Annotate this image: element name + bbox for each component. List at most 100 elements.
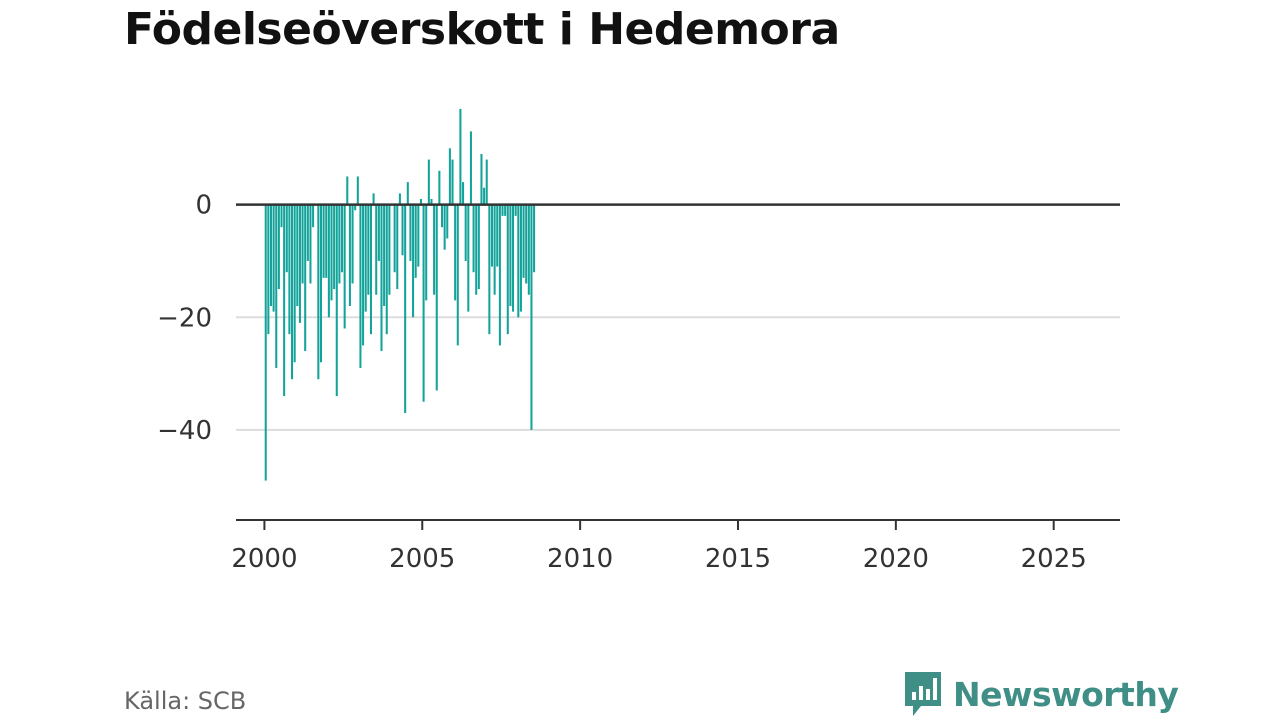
x-tick-label: 2020 (863, 544, 929, 574)
bar (530, 204, 533, 430)
bar (330, 204, 333, 301)
bar (341, 204, 344, 273)
bar (362, 204, 365, 346)
bar (440, 204, 444, 228)
bar (488, 204, 491, 335)
bar (443, 204, 446, 250)
bar (372, 193, 375, 205)
bar (527, 204, 530, 295)
bar (367, 204, 370, 295)
bar (467, 204, 470, 312)
bar (406, 182, 409, 205)
bar (498, 204, 501, 346)
bar (472, 204, 475, 273)
source-note: Källa: SCB (124, 687, 247, 715)
bar (485, 159, 488, 205)
bar (493, 204, 496, 295)
bar (312, 204, 315, 228)
bar (283, 204, 286, 397)
y-tick-label: 0 (195, 191, 212, 221)
brand-logo: Newsworthy (903, 670, 1179, 718)
bar (512, 204, 515, 312)
bar (333, 204, 336, 290)
bar (356, 176, 359, 205)
bar (298, 204, 301, 323)
bar (425, 204, 428, 301)
bar (285, 204, 288, 273)
bar (517, 204, 520, 318)
bar (459, 108, 462, 205)
bar (319, 204, 322, 363)
bar (419, 199, 422, 205)
bar (272, 204, 275, 312)
bar (477, 204, 480, 290)
bar (343, 204, 346, 329)
bar (451, 159, 454, 205)
bar (533, 204, 536, 273)
bar (506, 204, 509, 335)
bar (501, 204, 504, 216)
bar (422, 204, 425, 402)
bar (317, 204, 320, 380)
bar (306, 204, 309, 261)
bar (433, 204, 436, 295)
bar (519, 204, 522, 312)
bar (364, 204, 367, 312)
bar (475, 204, 478, 295)
bar (438, 170, 441, 205)
bar (264, 204, 267, 481)
bar (369, 204, 372, 335)
chart-title: Födelseöverskott i Hedemora (124, 4, 840, 55)
bar (322, 204, 325, 278)
bar (335, 204, 338, 397)
x-tick-label: 2000 (231, 544, 297, 574)
bar (414, 204, 417, 278)
bar (446, 204, 449, 239)
bar (296, 204, 299, 306)
bar (514, 204, 517, 216)
bar (430, 199, 433, 205)
bar (401, 204, 404, 256)
bar (359, 204, 362, 368)
x-tick-label: 2010 (547, 544, 613, 574)
bar (269, 204, 273, 306)
bar (464, 204, 467, 261)
bar (275, 204, 278, 368)
bar (396, 204, 399, 290)
bar (377, 204, 380, 261)
bar (509, 204, 512, 306)
bar (301, 204, 304, 284)
bar (346, 176, 349, 205)
bar (409, 204, 412, 261)
bar (483, 187, 486, 205)
bar (496, 204, 499, 267)
bar (388, 204, 391, 295)
bar (267, 204, 270, 335)
bar (469, 131, 472, 205)
axes (236, 203, 1120, 530)
bar (277, 204, 280, 290)
y-tick-label: −40 (157, 416, 212, 446)
bar (383, 204, 386, 306)
x-tick-label: 2005 (389, 544, 455, 574)
bar (435, 204, 438, 391)
bar (427, 159, 430, 205)
bar (412, 204, 415, 318)
bar (504, 204, 507, 216)
tick-labels: 0 −20 −40 2000 2005 2010 2015 2020 2025 (157, 191, 1087, 574)
bar (480, 153, 483, 205)
bar (325, 204, 328, 278)
bar (393, 204, 396, 273)
bar (398, 193, 401, 205)
bar (304, 204, 307, 352)
bar (525, 204, 528, 284)
bar (338, 204, 341, 284)
bar (490, 204, 494, 267)
bar (417, 204, 420, 267)
bar (454, 204, 457, 301)
bar (288, 204, 291, 335)
bar (404, 204, 407, 413)
y-tick-label: −20 (157, 303, 212, 333)
bar (375, 204, 378, 295)
x-tick-label: 2015 (705, 544, 771, 574)
